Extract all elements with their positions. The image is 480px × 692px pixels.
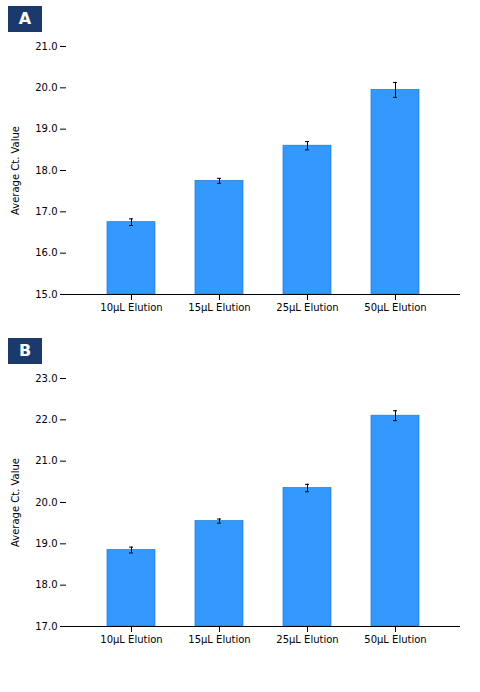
svg-text:16.0: 16.0 (35, 247, 57, 258)
svg-text:10μL Elution: 10μL Elution (100, 302, 162, 313)
svg-text:15μL Elution: 15μL Elution (188, 302, 250, 313)
svg-text:25μL Elution: 25μL Elution (276, 634, 338, 645)
svg-text:25μL Elution: 25μL Elution (276, 302, 338, 313)
svg-text:50μL Elution: 50μL Elution (364, 634, 426, 645)
svg-text:22.0: 22.0 (35, 414, 57, 425)
svg-text:20.0: 20.0 (35, 497, 57, 508)
html-text:A: A (18, 9, 32, 28)
svg-text:17.0: 17.0 (35, 621, 57, 632)
svg-text:15.0: 15.0 (35, 289, 57, 300)
svg-text:21.0: 21.0 (35, 455, 57, 466)
svg-text:Average Ct. Value: Average Ct. Value (10, 458, 21, 547)
svg-text:Average Ct. Value: Average Ct. Value (10, 126, 21, 215)
svg-text:18.0: 18.0 (35, 579, 57, 590)
svg-text:17.0: 17.0 (35, 206, 57, 217)
svg-text:19.0: 19.0 (35, 538, 57, 549)
svg-text:50μL Elution: 50μL Elution (364, 302, 426, 313)
svg-text:20.0: 20.0 (35, 82, 57, 93)
svg-text:23.0: 23.0 (35, 373, 57, 384)
svg-text:21.0: 21.0 (35, 41, 57, 52)
svg-text:18.0: 18.0 (35, 165, 57, 176)
html-text:B: B (18, 341, 32, 360)
svg-text:10μL Elution: 10μL Elution (100, 634, 162, 645)
svg-text:19.0: 19.0 (35, 123, 57, 134)
svg-text:15μL Elution: 15μL Elution (188, 634, 250, 645)
